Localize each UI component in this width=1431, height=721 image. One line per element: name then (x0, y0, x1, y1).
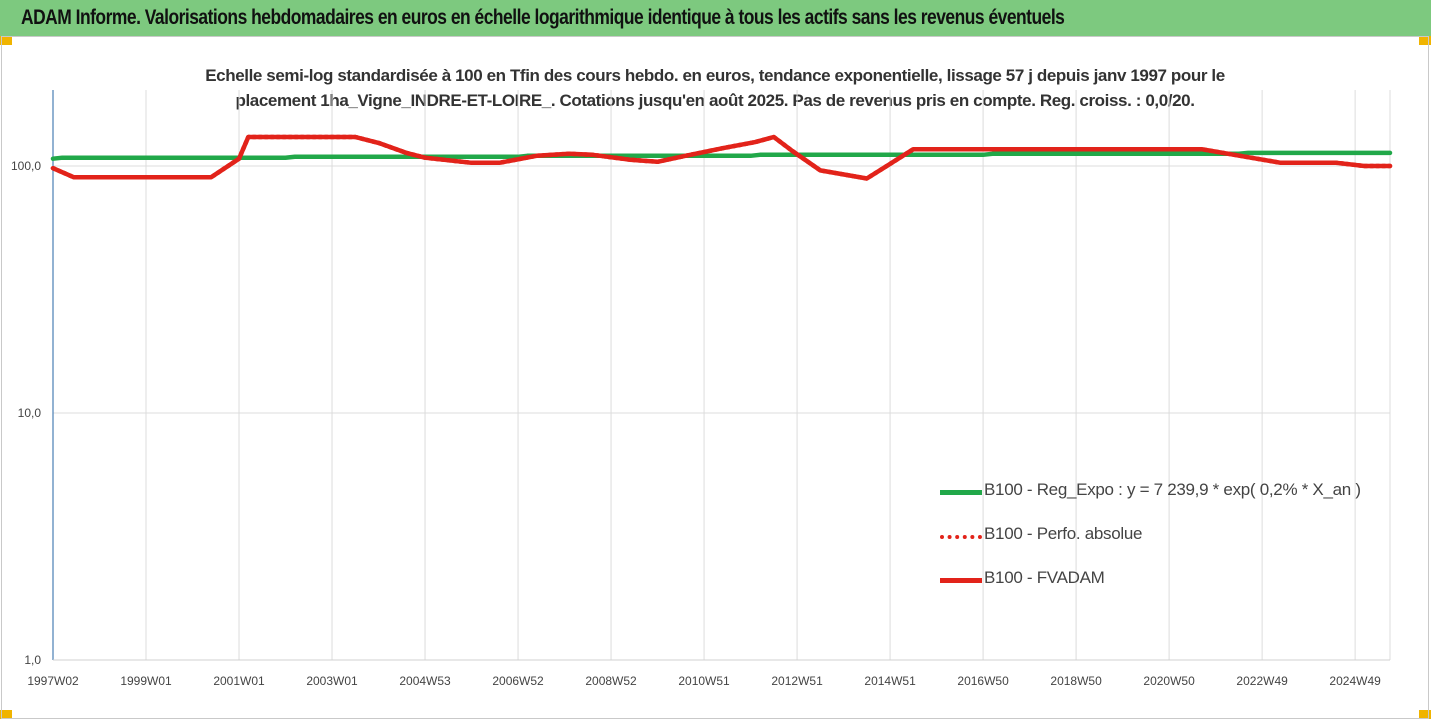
legend-label-reg-expo: B100 - Reg_Expo : y = 7 239,9 * exp( 0,2… (984, 480, 1361, 499)
legend-label-fvadam: B100 - FVADAM (984, 568, 1105, 587)
chart-title-line-1: Echelle semi-log standardisée à 100 en T… (205, 66, 1225, 85)
y-tick-label-2: 100,0 (11, 159, 41, 173)
chart-title: Echelle semi-log standardisée à 100 en T… (150, 63, 1280, 113)
y-tick-label-1: 10,0 (18, 406, 42, 420)
x-tick-label-12: 2020W50 (1143, 674, 1195, 688)
x-tick-label-11: 2018W50 (1050, 674, 1102, 688)
x-tick-label-2: 2001W01 (213, 674, 265, 688)
x-tick-label-8: 2012W51 (771, 674, 823, 688)
series-line-0 (50, 150, 1393, 161)
x-tick-label-1: 1999W01 (120, 674, 172, 688)
legend-swatch-perfo-absolue (940, 535, 982, 539)
header-bar: ADAM Informe. Valorisations hebdomadaire… (0, 0, 1431, 36)
corner-marker-left (0, 36, 12, 45)
x-tick-label-10: 2016W50 (957, 674, 1009, 688)
y-tick-label-0: 1,0 (24, 653, 41, 667)
x-tick-label-3: 2003W01 (306, 674, 358, 688)
x-tick-label-14: 2024W49 (1329, 674, 1381, 688)
x-tick-label-4: 2004W53 (399, 674, 451, 688)
legend-swatch-reg-expo (940, 490, 982, 495)
x-tick-label-13: 2022W49 (1236, 674, 1288, 688)
x-tick-label-9: 2014W51 (864, 674, 916, 688)
legend-swatch-fvadam (940, 578, 982, 583)
page-title: ADAM Informe. Valorisations hebdomadaire… (21, 6, 1065, 29)
x-tick-label-5: 2006W52 (492, 674, 544, 688)
x-tick-label-6: 2008W52 (585, 674, 637, 688)
corner-marker-bottom-right (1419, 710, 1431, 719)
chart-frame (1, 36, 1429, 719)
x-tick-label-7: 2010W51 (678, 674, 730, 688)
chart-title-line-2: placement 1ha_Vigne_INDRE-ET-LOIRE_. Cot… (235, 91, 1195, 110)
corner-marker-bottom-left (0, 710, 12, 719)
corner-marker-right (1419, 36, 1431, 45)
x-tick-label-0: 1997W02 (27, 674, 79, 688)
legend-label-perfo-absolue: B100 - Perfo. absolue (984, 524, 1143, 543)
series-line-2 (50, 134, 1393, 181)
